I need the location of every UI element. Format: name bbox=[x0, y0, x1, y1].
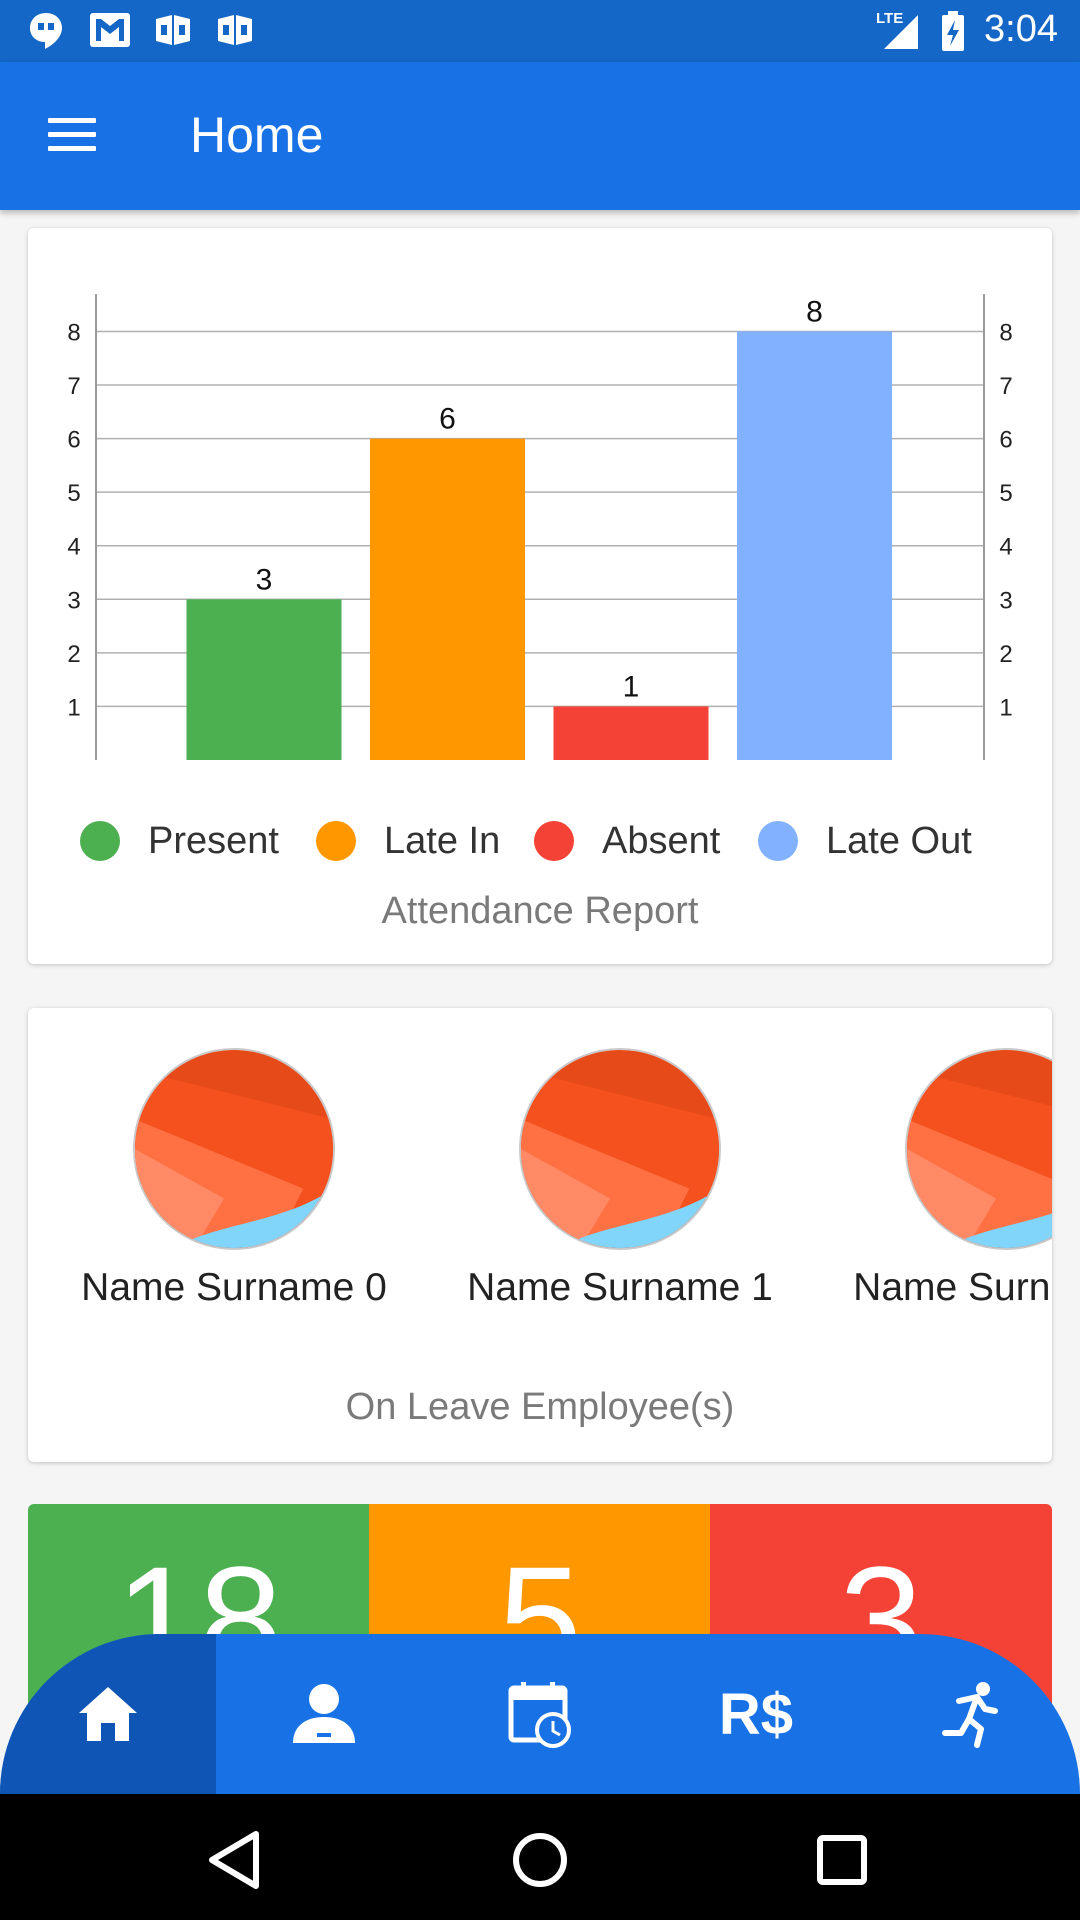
recents-icon[interactable] bbox=[802, 1820, 882, 1900]
network-type: LTE bbox=[876, 10, 904, 27]
hangouts-icon bbox=[30, 13, 62, 49]
home-icon bbox=[79, 1687, 137, 1741]
chart-legend: Present Late In Absent Late Out bbox=[28, 806, 1052, 876]
attendance-bar-chart: 1 1 2 2 3 3 4 4 5 5 6 6 7 7 8 8 3 6 1 8 bbox=[67, 294, 1013, 760]
y-tick-label-right: 3 bbox=[999, 587, 1012, 614]
legend-item: Late Out bbox=[758, 806, 972, 876]
legend-label: Absent bbox=[602, 819, 721, 862]
bar-value-label: 6 bbox=[439, 403, 456, 436]
back-icon[interactable] bbox=[196, 1820, 276, 1900]
legend-label: Late In bbox=[384, 819, 501, 862]
bar-absent bbox=[553, 706, 709, 760]
legend-color-dot bbox=[316, 821, 356, 861]
legend-color-dot bbox=[80, 821, 120, 861]
calendar-clock-icon bbox=[508, 1682, 571, 1748]
legend-item: Absent bbox=[534, 806, 720, 876]
bar-value-label: 1 bbox=[623, 670, 640, 703]
signal-icon bbox=[884, 15, 918, 49]
y-tick-label-left: 8 bbox=[67, 319, 80, 346]
system-navigation-bar bbox=[0, 1794, 1080, 1920]
page-title: Home bbox=[190, 107, 324, 163]
legend-label: Late Out bbox=[826, 819, 972, 862]
y-tick-label-right: 5 bbox=[999, 480, 1012, 507]
app-notification-icon bbox=[156, 15, 190, 45]
employee-name: Name Surname 1 bbox=[467, 1266, 773, 1309]
employee-name: Name Surname 0 bbox=[81, 1266, 387, 1309]
app-notification-icon bbox=[218, 15, 252, 45]
hamburger-menu-icon[interactable] bbox=[44, 112, 102, 154]
nav-payroll[interactable]: R$ bbox=[648, 1634, 864, 1794]
attendance-report-card: 1 1 2 2 3 3 4 4 5 5 6 6 7 7 8 8 3 6 1 8 Present Late In Absen… bbox=[28, 228, 1052, 964]
employee-item[interactable]: Name Surname 0 bbox=[74, 1048, 394, 1310]
legend-color-dot bbox=[758, 821, 798, 861]
nav-attendance[interactable] bbox=[432, 1634, 648, 1794]
attendance-report-caption: Attendance Report bbox=[381, 890, 699, 932]
employee-name: Name Surname 2 bbox=[853, 1266, 1052, 1309]
currency-icon: R$ bbox=[718, 1681, 794, 1747]
legend-label: Present bbox=[148, 819, 279, 862]
y-tick-label-left: 2 bbox=[67, 641, 80, 668]
on-leave-caption: On Leave Employee(s) bbox=[345, 1386, 735, 1428]
bar-value-label: 3 bbox=[256, 563, 273, 596]
y-tick-label-right: 8 bbox=[999, 319, 1012, 346]
gmail-icon bbox=[90, 13, 130, 47]
y-tick-label-right: 7 bbox=[999, 373, 1012, 400]
y-tick-label-left: 7 bbox=[67, 373, 80, 400]
avatar bbox=[519, 1048, 721, 1250]
legend-item: Present bbox=[80, 806, 279, 876]
y-tick-label-left: 4 bbox=[67, 534, 80, 561]
status-bar: LTE 3:04 bbox=[0, 0, 1080, 62]
employee-item[interactable]: Name Surname 2 bbox=[846, 1048, 1052, 1310]
nav-leave[interactable] bbox=[864, 1634, 1080, 1794]
y-tick-label-left: 5 bbox=[67, 480, 80, 507]
avatar bbox=[905, 1048, 1052, 1250]
bar-late-out bbox=[737, 331, 892, 760]
nav-home[interactable] bbox=[0, 1634, 216, 1794]
person-icon bbox=[293, 1684, 355, 1743]
bar-value-label: 8 bbox=[806, 295, 823, 328]
y-tick-label-left: 6 bbox=[67, 427, 80, 454]
bar-present bbox=[186, 599, 342, 760]
clock: 3:04 bbox=[984, 8, 1058, 50]
legend-item: Late In bbox=[316, 806, 500, 876]
y-tick-label-left: 3 bbox=[67, 587, 80, 614]
running-person-icon bbox=[942, 1682, 998, 1748]
avatar bbox=[133, 1048, 335, 1250]
y-tick-label-right: 4 bbox=[999, 534, 1012, 561]
y-tick-label-right: 2 bbox=[999, 641, 1012, 668]
app-bar: Home bbox=[0, 62, 1080, 210]
employee-item[interactable]: Name Surname 1 bbox=[460, 1048, 780, 1310]
y-tick-label-left: 1 bbox=[67, 694, 80, 721]
y-tick-label-right: 1 bbox=[999, 694, 1012, 721]
bottom-navigation: R$ bbox=[0, 1634, 1080, 1794]
battery-charging-icon bbox=[942, 11, 964, 51]
nav-profile[interactable] bbox=[216, 1634, 432, 1794]
home-circle-icon[interactable] bbox=[500, 1820, 580, 1900]
y-tick-label-right: 6 bbox=[999, 427, 1012, 454]
bar-late-in bbox=[370, 438, 525, 760]
on-leave-card: Name Surname 0 Name Surname 1 Name Surname… bbox=[28, 1008, 1052, 1462]
legend-color-dot bbox=[534, 821, 574, 861]
